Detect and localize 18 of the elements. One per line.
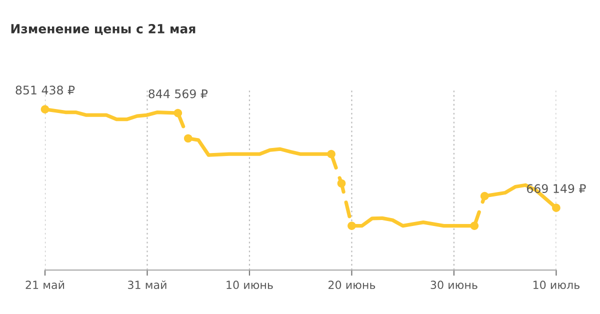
point xyxy=(348,222,356,230)
data-label: 851 438 ₽ xyxy=(16,86,75,95)
point xyxy=(174,108,182,118)
x-tick-label: 30 июнь xyxy=(430,280,478,290)
data-label: 844 569 ₽ xyxy=(148,89,208,98)
x-tick-label: 10 июнь xyxy=(226,280,273,290)
point xyxy=(480,192,489,200)
point xyxy=(337,179,346,188)
point xyxy=(552,204,560,212)
x-tick-label: 20 июнь xyxy=(328,280,376,290)
point xyxy=(470,222,479,230)
x-tick-label: 31 май xyxy=(128,280,166,290)
point xyxy=(184,134,192,143)
x-tick-label: 21 май xyxy=(26,280,64,290)
point xyxy=(327,150,336,158)
x-tick-label: 10 июль xyxy=(533,280,580,290)
chart-title: Изменение цены с 21 мая xyxy=(11,24,196,36)
point xyxy=(40,105,50,114)
